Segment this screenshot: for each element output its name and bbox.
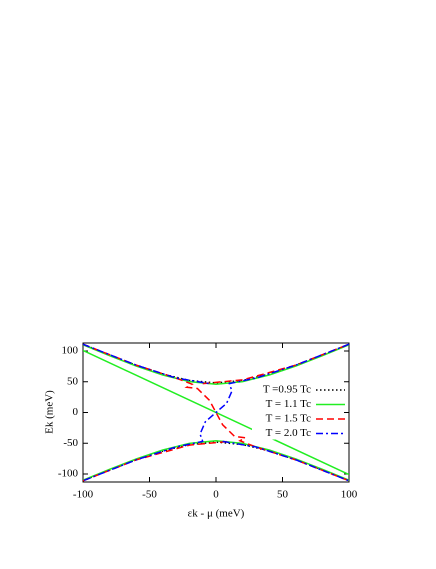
legend-bg xyxy=(252,398,348,411)
x-tick-label: 50 xyxy=(277,489,289,501)
y-tick-label: -100 xyxy=(58,468,79,480)
y-tick-label: -50 xyxy=(63,437,78,449)
x-axis-label: εk - μ (meV) xyxy=(188,508,245,520)
legend-bg xyxy=(252,427,348,440)
legend-label: T = 1.1 Tc xyxy=(266,398,311,410)
x-tick-label: 100 xyxy=(341,489,358,501)
y-tick-label: 50 xyxy=(67,375,79,387)
data-line xyxy=(83,343,349,482)
legend-label: T =0.95 Tc xyxy=(263,384,311,396)
legend-label: T = 2.0 Tc xyxy=(266,427,311,439)
legend-bg xyxy=(252,413,348,425)
x-tick-label: -50 xyxy=(142,489,157,501)
legend-label: T = 1.5 Tc xyxy=(266,413,311,425)
y-axis-label: Ek (meV) xyxy=(44,390,56,434)
data-line xyxy=(83,343,349,482)
y-tick-label: 0 xyxy=(73,406,79,418)
x-tick-label: -100 xyxy=(73,489,94,501)
y-tick-label: 100 xyxy=(62,345,79,357)
legend-bg xyxy=(252,384,348,396)
x-tick-label: 0 xyxy=(213,489,219,501)
